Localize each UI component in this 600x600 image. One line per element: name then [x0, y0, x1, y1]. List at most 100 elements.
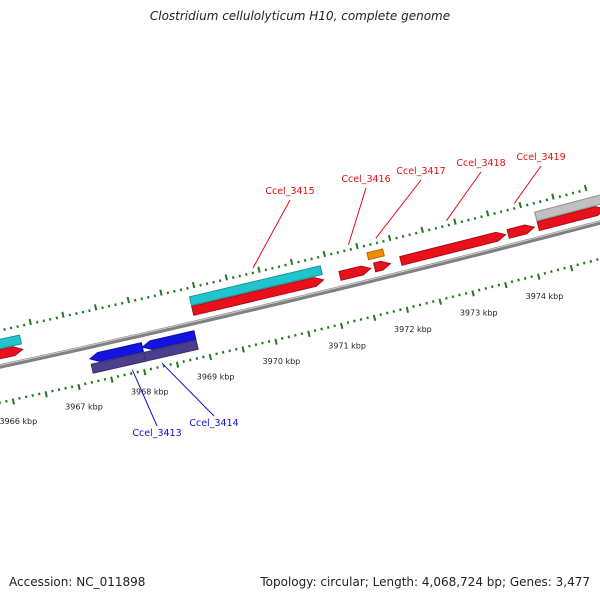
minor-tick	[550, 270, 553, 274]
minor-tick	[205, 282, 209, 286]
minor-tick	[539, 200, 542, 204]
minor-tick	[543, 271, 547, 275]
major-tick	[110, 376, 114, 383]
minor-tick	[556, 268, 560, 272]
minor-tick	[431, 300, 435, 304]
minor-tick	[359, 317, 363, 321]
minor-tick	[532, 201, 536, 205]
minor-tick	[107, 304, 111, 308]
minor-tick	[558, 195, 562, 199]
major-tick	[438, 298, 442, 305]
minor-tick	[303, 258, 307, 262]
minor-tick	[336, 251, 340, 254]
minor-tick	[362, 244, 366, 248]
minor-tick	[186, 286, 189, 290]
gene-leader-line	[131, 369, 158, 427]
major-tick	[175, 361, 180, 368]
minor-tick	[366, 316, 369, 320]
minor-tick	[427, 228, 431, 232]
forward-cds-arrow	[372, 260, 392, 273]
minor-tick	[215, 352, 218, 356]
gene-leader-line	[252, 199, 291, 269]
minor-tick	[484, 286, 488, 290]
minor-tick	[425, 301, 428, 305]
minor-tick	[512, 206, 516, 210]
minor-tick	[480, 215, 483, 219]
minor-tick	[129, 372, 133, 375]
scale-label: 3967 kbp	[65, 403, 103, 412]
minor-tick	[523, 276, 527, 280]
gene-label: Ccel_3413	[132, 428, 181, 439]
major-tick	[322, 250, 326, 258]
minor-tick	[169, 363, 172, 366]
minor-tick	[349, 247, 353, 251]
minor-tick	[199, 283, 202, 287]
gene-label: Ccel_3414	[189, 418, 238, 429]
major-tick	[405, 306, 410, 313]
major-tick	[355, 242, 359, 250]
major-tick	[208, 353, 213, 361]
minor-tick	[414, 231, 418, 235]
minor-tick	[248, 344, 251, 348]
minor-tick	[68, 313, 72, 317]
minor-tick	[38, 392, 41, 396]
minor-tick	[254, 343, 258, 347]
minor-tick	[329, 252, 333, 256]
minor-tick	[123, 373, 126, 377]
minor-tick	[477, 288, 481, 292]
minor-tick	[264, 268, 268, 272]
forward-gene-bar	[0, 334, 22, 350]
minor-tick	[467, 218, 470, 222]
minor-tick	[395, 236, 398, 240]
forward-cds-arrow	[536, 206, 600, 232]
major-tick	[518, 201, 522, 209]
minor-tick	[133, 298, 137, 302]
reverse-cds-arrow	[141, 330, 197, 351]
major-tick	[257, 266, 261, 273]
minor-tick	[75, 312, 78, 316]
minor-tick	[392, 309, 396, 313]
minor-tick	[447, 223, 451, 227]
minor-tick	[434, 226, 438, 230]
major-tick	[44, 391, 48, 398]
minor-tick	[179, 288, 183, 292]
minor-tick	[271, 266, 274, 270]
minor-tick	[596, 258, 599, 262]
gray-feature-bar	[534, 194, 600, 222]
gene-label: Ccel_3416	[341, 174, 390, 185]
minor-tick	[473, 216, 477, 220]
gene-label: Ccel_3418	[456, 158, 505, 169]
minor-tick	[228, 349, 231, 353]
minor-tick	[445, 296, 448, 300]
major-tick	[143, 369, 147, 376]
scale-label: 3973 kbp	[460, 309, 498, 318]
minor-tick	[399, 308, 402, 312]
minor-tick	[156, 366, 159, 369]
minor-tick	[313, 329, 317, 332]
backbone-line	[0, 220, 600, 369]
gene-leader-line	[513, 165, 542, 204]
major-tick	[504, 281, 508, 289]
minor-tick	[517, 278, 520, 282]
major-tick	[537, 273, 541, 280]
minor-tick	[493, 211, 496, 215]
gene-leader-line	[347, 187, 367, 246]
major-tick	[77, 383, 81, 391]
minor-tick	[499, 210, 503, 214]
major-tick	[387, 234, 392, 242]
minor-tick	[31, 393, 34, 397]
gene-label: Ccel_3415	[265, 186, 314, 197]
major-tick	[471, 290, 475, 297]
minor-tick	[506, 208, 509, 212]
scale-ticks	[0, 184, 599, 405]
minor-tick	[182, 360, 185, 363]
minor-tick	[460, 220, 464, 224]
minor-tick	[441, 225, 444, 229]
topology-label: Topology: circular; Length: 4,068,724 bp…	[260, 575, 590, 589]
gene-leader-line	[161, 362, 215, 417]
feature-layer	[0, 194, 600, 374]
minor-tick	[408, 233, 411, 237]
minor-tick	[343, 249, 346, 253]
minor-tick	[386, 311, 389, 315]
